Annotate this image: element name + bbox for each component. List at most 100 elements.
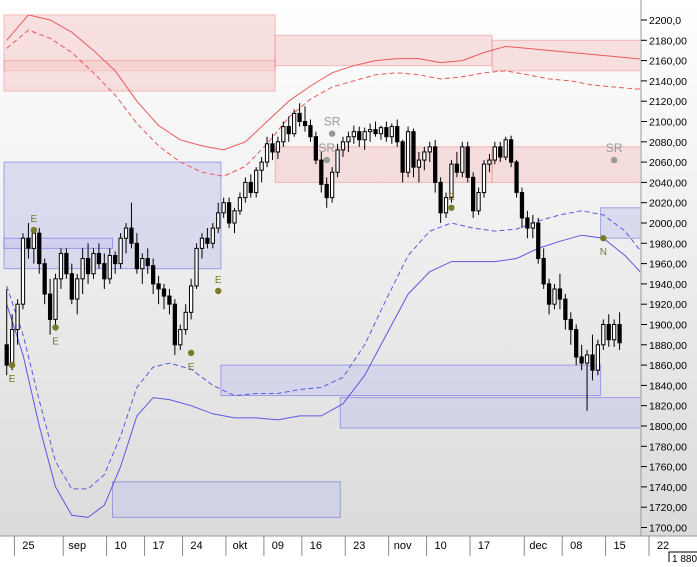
candle-body xyxy=(541,258,546,285)
candle-body xyxy=(574,329,579,358)
candle-body xyxy=(519,192,525,219)
signal-dot xyxy=(323,156,330,164)
y-tick-label: 1820,00 xyxy=(649,401,687,413)
candle-body xyxy=(595,344,601,371)
x-tick-label: 23 xyxy=(353,540,365,552)
candle-body xyxy=(178,329,183,346)
signals: EEEEESRSRENSREEE xyxy=(8,115,623,385)
x-tick-label: 24 xyxy=(190,540,202,552)
candle-body xyxy=(129,227,134,244)
signal-label: SR xyxy=(606,141,623,155)
y-tick-label: 1880,00 xyxy=(649,340,687,352)
x-tick-label: 10 xyxy=(434,540,446,552)
candle-body xyxy=(85,258,91,275)
candle-body xyxy=(123,227,129,239)
candle-body xyxy=(259,161,264,171)
candle-body xyxy=(91,252,96,275)
candle-body xyxy=(156,283,161,290)
candle-body xyxy=(140,258,145,270)
y-tick-label: 1900,00 xyxy=(649,320,687,332)
candle-body xyxy=(427,146,432,153)
y-tick-label: 2200,0 xyxy=(649,15,681,27)
candle-body xyxy=(568,318,573,331)
x-tick-label: 25 xyxy=(22,540,34,552)
candle-body xyxy=(47,293,53,320)
candle-body xyxy=(20,237,26,305)
candle-body xyxy=(579,356,584,364)
band-lines xyxy=(6,14,640,518)
y-tick-label: 1800,00 xyxy=(649,421,687,433)
lower-band-zone xyxy=(3,237,113,249)
candle-body xyxy=(69,273,74,300)
candle-body xyxy=(31,232,36,249)
candle-body xyxy=(64,252,69,275)
candle-body xyxy=(324,183,329,199)
candle-body xyxy=(438,181,443,214)
upper-band-zone xyxy=(3,60,276,92)
candle-body xyxy=(612,324,617,341)
signal-label: E xyxy=(448,192,455,203)
signal-dot xyxy=(610,156,618,164)
x-tick-label: okt xyxy=(233,540,248,552)
candle-body xyxy=(264,143,270,163)
candle-body xyxy=(281,126,286,143)
lower-band-zone xyxy=(339,397,640,429)
candle-body xyxy=(26,237,31,249)
candle-body xyxy=(205,237,210,244)
x-tick-label: 22 xyxy=(657,540,669,552)
x-tick-label: 16 xyxy=(310,540,322,552)
y-tick-label: 2020,00 xyxy=(649,198,687,210)
upper-band-zone xyxy=(274,34,493,67)
signal-label: E xyxy=(215,275,222,286)
x-tick-label: 10 xyxy=(114,540,126,552)
signal-dot xyxy=(8,361,16,369)
candle-body xyxy=(335,149,340,173)
y-tick-label: 1720,00 xyxy=(649,502,687,514)
y-tick-label: 1940,00 xyxy=(649,279,687,291)
candle-body xyxy=(346,136,351,143)
y-tick-label: 2140,00 xyxy=(649,76,687,88)
x-tick-label: 17 xyxy=(478,540,490,552)
upper-band-zone xyxy=(491,39,640,72)
upper-band-dashed-line xyxy=(6,29,640,177)
candle-body xyxy=(210,227,215,244)
signal-label: N xyxy=(600,247,607,258)
last-price-box: 1 880 xyxy=(668,551,697,565)
y-tick-label: 1700,00 xyxy=(649,523,687,535)
candle-body xyxy=(254,169,259,194)
candle-body xyxy=(476,192,481,212)
candle-body xyxy=(411,131,416,168)
candle-body xyxy=(151,265,156,285)
candle-body xyxy=(226,202,232,224)
candle-body xyxy=(384,127,389,138)
candle-body xyxy=(292,112,297,135)
candle-body xyxy=(617,324,622,344)
x-tick-label: 17 xyxy=(152,540,164,552)
candle-body xyxy=(601,324,606,346)
signal-label: E xyxy=(52,337,59,348)
y-tick-label: 2040,00 xyxy=(649,177,687,189)
signal-dot xyxy=(328,130,336,137)
candle-body xyxy=(37,232,42,265)
candle-body xyxy=(194,247,199,287)
candle-body xyxy=(232,210,237,224)
candle-body xyxy=(167,295,172,305)
candle-body xyxy=(492,146,497,161)
candle-body xyxy=(297,112,302,122)
candle-body xyxy=(433,146,438,183)
candle-body xyxy=(188,285,194,313)
candle-body xyxy=(584,354,590,364)
candle-body xyxy=(351,131,356,138)
candles xyxy=(4,103,622,411)
candle-body xyxy=(454,163,460,173)
signal-dot xyxy=(52,324,59,331)
candle-body xyxy=(102,263,107,280)
candle-body xyxy=(113,254,118,265)
candle-body xyxy=(275,141,281,153)
x-tick-label: 15 xyxy=(613,540,625,552)
candle-body xyxy=(498,146,503,158)
x-axis: 25sep101724okt091623nov1017dec081522jan1… xyxy=(0,535,697,562)
